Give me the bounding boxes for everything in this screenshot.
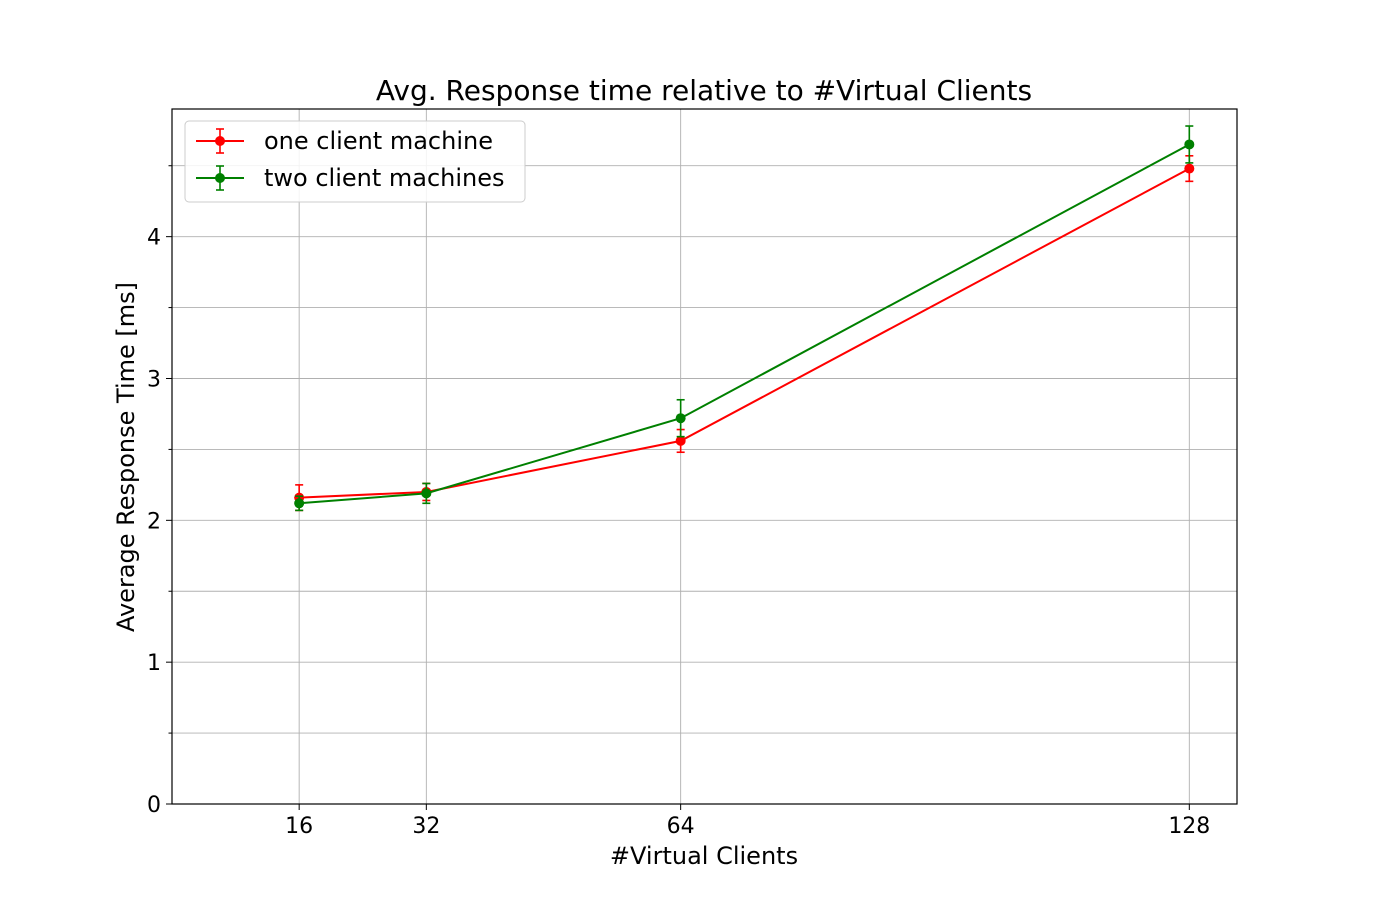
x-tick-label: 64 — [667, 814, 695, 839]
series-layer — [294, 125, 1195, 512]
y-tick-label: 1 — [147, 651, 161, 676]
legend: one client machine two client machines — [184, 120, 526, 203]
legend-item-2: two client machines — [196, 164, 505, 192]
data-point — [1184, 139, 1195, 150]
legend-marker — [215, 173, 225, 183]
legend-item-1: one client machine — [196, 127, 493, 155]
x-axis-ticks: 16 32 64 128 — [285, 804, 1210, 839]
x-axis-label: #Virtual Clients — [610, 842, 798, 870]
data-point — [675, 413, 686, 424]
data-point — [675, 435, 686, 446]
plot-frame — [171, 108, 1238, 805]
y-tick-label: 2 — [147, 509, 161, 534]
legend-label: one client machine — [264, 127, 493, 155]
x-tick-label: 16 — [285, 814, 313, 839]
legend-box — [184, 120, 526, 203]
x-tick-label: 32 — [412, 814, 440, 839]
y-axis-label: Average Response Time [ms] — [112, 282, 140, 632]
chart-title: Avg. Response time relative to #Virtual … — [376, 74, 1032, 107]
legend-label: two client machines — [264, 164, 505, 192]
x-tick-label: 128 — [1168, 814, 1210, 839]
data-point — [294, 498, 305, 509]
data-point — [421, 488, 432, 499]
y-axis-ticks: 0 1 2 3 4 — [147, 165, 172, 818]
data-point — [1184, 163, 1195, 174]
grid — [172, 109, 1237, 805]
series-line — [299, 167, 1190, 499]
y-tick-label: 0 — [147, 793, 161, 818]
series-1 — [294, 155, 1195, 512]
y-tick-label: 4 — [147, 226, 161, 251]
legend-marker — [215, 136, 225, 146]
y-tick-label: 3 — [147, 367, 161, 392]
series-2 — [294, 125, 1195, 512]
series-line — [299, 143, 1190, 505]
